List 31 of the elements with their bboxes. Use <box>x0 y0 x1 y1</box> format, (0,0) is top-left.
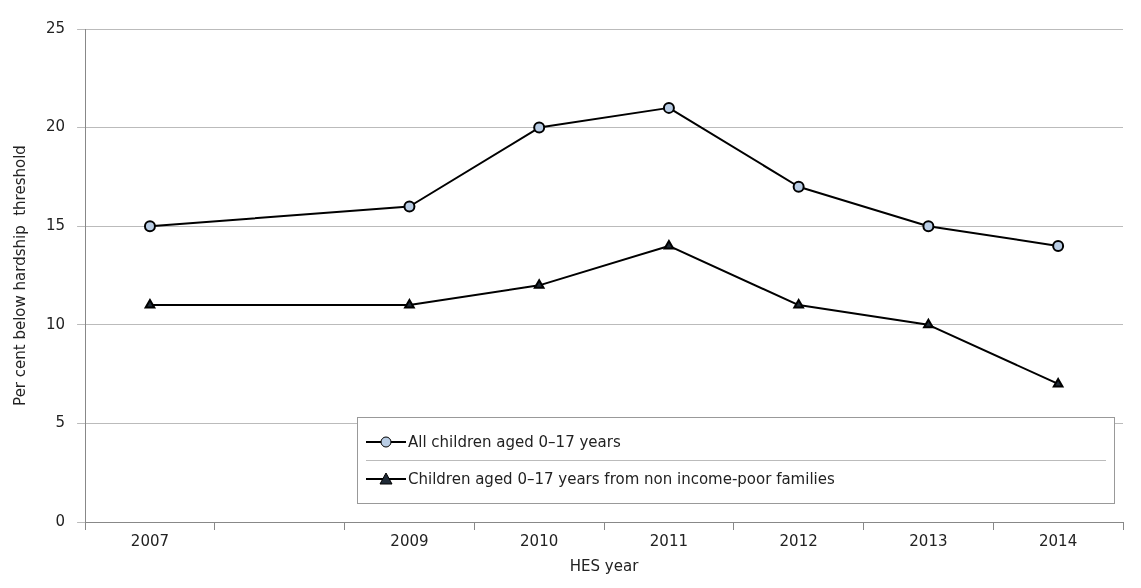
point <box>533 279 545 289</box>
x-tick-label: 2010 <box>520 531 559 550</box>
point <box>792 180 805 193</box>
point <box>533 121 546 134</box>
point <box>662 101 675 114</box>
point <box>144 299 156 309</box>
y-tick-label: 5 <box>55 413 66 432</box>
point <box>143 220 156 233</box>
point <box>793 299 804 309</box>
x-tick-label: 2013 <box>909 531 948 550</box>
legend-label: Children aged 0–17 years from non income-poor families <box>408 470 835 488</box>
point <box>403 200 416 213</box>
legend-label: All children aged 0–17 years <box>408 433 621 451</box>
point <box>922 220 935 233</box>
x-axis-title: HES year <box>569 556 640 575</box>
x-tick-label: 2014 <box>1039 531 1078 550</box>
point <box>1052 377 1064 388</box>
y-tick-label: 20 <box>45 117 66 136</box>
point <box>404 299 415 309</box>
x-tick-label: 2009 <box>390 531 429 550</box>
point <box>663 239 675 250</box>
x-tick-label: 2012 <box>779 531 818 550</box>
x-tick-label: 2011 <box>649 531 689 550</box>
point <box>1052 239 1065 252</box>
point <box>923 318 934 329</box>
y-tick-label: 15 <box>45 216 66 235</box>
y-tick-label: 25 <box>45 18 66 37</box>
y-axis-title: Per cent below hardship threshold <box>10 145 29 406</box>
y-tick-label: 10 <box>45 314 66 333</box>
x-tick-label: 2007 <box>130 531 170 550</box>
y-tick-label: 0 <box>55 511 66 530</box>
